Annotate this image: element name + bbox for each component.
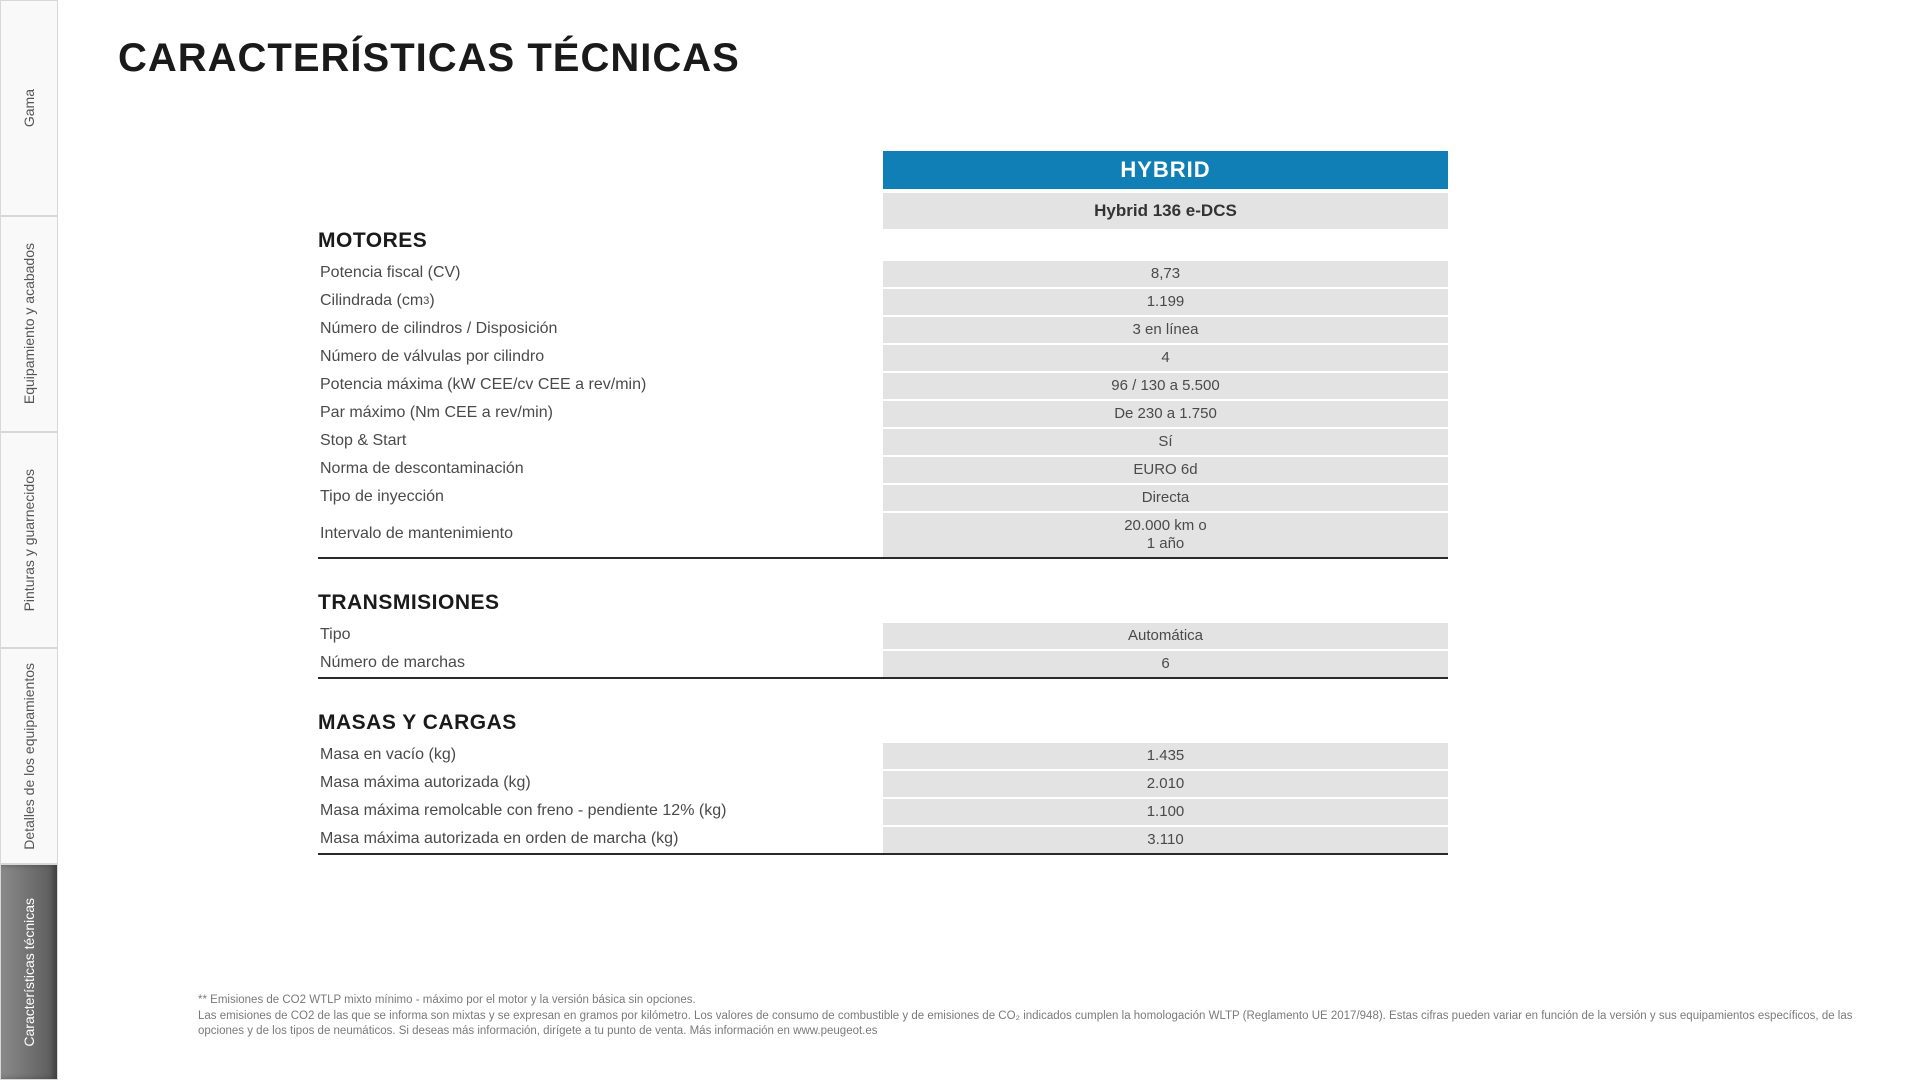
- row-value: Sí: [883, 427, 1448, 455]
- row-value: 1.100: [883, 797, 1448, 825]
- row-label: Tipo: [318, 621, 883, 649]
- row-label: Par máximo (Nm CEE a rev/min): [318, 399, 883, 427]
- sidebar-tab[interactable]: Equipamiento y acabados: [0, 216, 58, 432]
- table-row: Masa en vacío (kg)1.435: [318, 741, 1448, 769]
- row-value: 3.110: [883, 825, 1448, 853]
- table-row: Intervalo de mantenimiento20.000 km o 1 …: [318, 511, 1448, 557]
- section-title: MASAS Y CARGAS: [318, 697, 1448, 741]
- section-block: MASAS Y CARGASMasa en vacío (kg)1.435Mas…: [318, 697, 1448, 855]
- row-label: Norma de descontaminación: [318, 455, 883, 483]
- row-value: De 230 a 1.750: [883, 399, 1448, 427]
- sidebar-tab-label: Equipamiento y acabados: [21, 243, 37, 404]
- table-row: TipoAutomática: [318, 621, 1448, 649]
- footnotes: ** Emisiones de CO2 WTLP mixto mínimo - …: [198, 993, 1880, 1040]
- table-row: Tipo de inyecciónDirecta: [318, 483, 1448, 511]
- spec-table: HYBRID Hybrid 136 e-DCS MOTORESPotencia …: [318, 151, 1448, 855]
- sidebar-tab[interactable]: Pinturas y guarnecidos: [0, 432, 58, 648]
- section-block: MOTORESPotencia fiscal (CV)8,73Cilindrad…: [318, 229, 1448, 559]
- row-value: 1.435: [883, 741, 1448, 769]
- sidebar-tab[interactable]: Gama: [0, 0, 58, 216]
- table-row: Masa máxima autorizada en orden de march…: [318, 825, 1448, 853]
- row-label: Masa máxima remolcable con freno - pendi…: [318, 797, 883, 825]
- section-title: MOTORES: [318, 229, 1448, 259]
- table-row: Stop & StartSí: [318, 427, 1448, 455]
- sidebar: Gama Equipamiento y acabados Pinturas y gu…: [0, 0, 58, 1080]
- sidebar-tab-label: Características técnicas: [21, 898, 37, 1047]
- sidebar-tab[interactable]: Detalles de los equipamientos: [0, 648, 58, 864]
- section-title: TRANSMISIONES: [318, 577, 1448, 621]
- row-value: Automática: [883, 621, 1448, 649]
- row-label: Masa máxima autorizada (kg): [318, 769, 883, 797]
- row-label: Potencia máxima (kW CEE/cv CEE a rev/min…: [318, 371, 883, 399]
- footnote-line: ** Emisiones de CO2 WTLP mixto mínimo - …: [198, 993, 1880, 1007]
- row-value: EURO 6d: [883, 455, 1448, 483]
- row-label: Número de marchas: [318, 649, 883, 677]
- row-value: 4: [883, 343, 1448, 371]
- row-label: Tipo de inyección: [318, 483, 883, 511]
- table-row: Norma de descontaminaciónEURO 6d: [318, 455, 1448, 483]
- table-row: Masa máxima autorizada (kg)2.010: [318, 769, 1448, 797]
- row-label: Número de válvulas por cilindro: [318, 343, 883, 371]
- row-label: Masa en vacío (kg): [318, 741, 883, 769]
- row-value: 96 / 130 a 5.500: [883, 371, 1448, 399]
- table-header-variant: Hybrid 136 e-DCS: [318, 193, 1448, 229]
- category-header: HYBRID: [883, 151, 1448, 189]
- row-value: 3 en línea: [883, 315, 1448, 343]
- row-value: 6: [883, 649, 1448, 677]
- table-header-category: HYBRID: [318, 151, 1448, 189]
- row-value: Directa: [883, 483, 1448, 511]
- row-label: Stop & Start: [318, 427, 883, 455]
- sidebar-tab-label: Pinturas y guarnecidos: [21, 469, 37, 611]
- sidebar-tab-label: Gama: [21, 89, 37, 127]
- row-value: 2.010: [883, 769, 1448, 797]
- sidebar-tab-label: Detalles de los equipamientos: [21, 663, 37, 850]
- table-row: Masa máxima remolcable con freno - pendi…: [318, 797, 1448, 825]
- row-label: Número de cilindros / Disposición: [318, 315, 883, 343]
- table-row: Número de marchas6: [318, 649, 1448, 677]
- section-block: TRANSMISIONESTipoAutomáticaNúmero de mar…: [318, 577, 1448, 679]
- content: CARACTERÍSTICAS TÉCNICAS HYBRID Hybrid 1…: [58, 0, 1920, 1080]
- table-row: Potencia máxima (kW CEE/cv CEE a rev/min…: [318, 371, 1448, 399]
- row-value: 20.000 km o 1 año: [883, 511, 1448, 557]
- row-value: 8,73: [883, 259, 1448, 287]
- row-label: Cilindrada (cm3): [318, 287, 883, 315]
- table-row: Número de válvulas por cilindro4: [318, 343, 1448, 371]
- table-row: Potencia fiscal (CV)8,73: [318, 259, 1448, 287]
- page-title: CARACTERÍSTICAS TÉCNICAS: [118, 36, 1850, 81]
- row-label: Intervalo de mantenimiento: [318, 511, 883, 557]
- table-row: Par máximo (Nm CEE a rev/min)De 230 a 1.…: [318, 399, 1448, 427]
- footnote-line: Las emisiones de CO2 de las que se infor…: [198, 1009, 1880, 1038]
- table-row: Número de cilindros / Disposición3 en lí…: [318, 315, 1448, 343]
- variant-header: Hybrid 136 e-DCS: [883, 193, 1448, 229]
- sidebar-tab[interactable]: Características técnicas: [0, 864, 58, 1080]
- row-label: Masa máxima autorizada en orden de march…: [318, 825, 883, 853]
- row-label: Potencia fiscal (CV): [318, 259, 883, 287]
- table-row: Cilindrada (cm3)1.199: [318, 287, 1448, 315]
- row-value: 1.199: [883, 287, 1448, 315]
